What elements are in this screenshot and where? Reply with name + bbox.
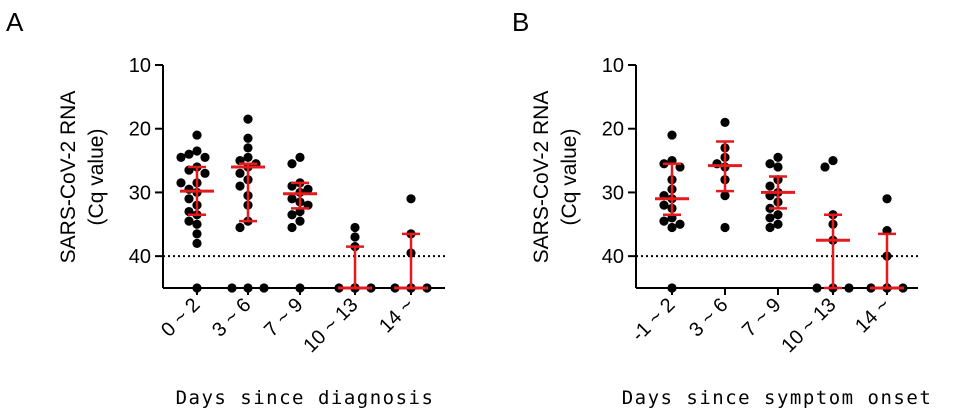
data-point	[287, 159, 297, 169]
data-point	[192, 219, 202, 229]
data-point	[192, 238, 202, 248]
y-tick-label: 40	[602, 246, 624, 268]
y-axis-label: (Cq value)	[558, 129, 581, 226]
data-point	[882, 194, 892, 204]
data-point	[828, 155, 838, 166]
data-point	[235, 181, 245, 191]
data-point	[176, 178, 186, 188]
data-point	[243, 114, 253, 124]
data-point	[192, 130, 202, 140]
y-tick-label: 40	[129, 246, 151, 268]
category-label: 3 ~ 6	[208, 294, 255, 341]
y-tick-label: 20	[602, 119, 624, 141]
data-point	[192, 283, 202, 293]
category-label: 10 ~ 13	[777, 294, 840, 357]
data-point	[176, 152, 186, 162]
category-label: 7 ~ 9	[738, 294, 785, 341]
data-point	[350, 232, 360, 242]
data-point	[773, 152, 783, 162]
y-axis-label: SARS-CoV-2 RNA	[530, 91, 553, 264]
data-point	[667, 283, 677, 293]
data-point	[844, 283, 854, 293]
y-tick-label: 10	[602, 55, 624, 77]
data-point	[675, 219, 685, 229]
data-point	[720, 117, 730, 127]
category-label: 3 ~ 6	[685, 294, 732, 341]
data-point	[235, 168, 245, 178]
data-point	[303, 184, 313, 194]
category-label: 14 ~	[375, 294, 418, 337]
data-point	[192, 146, 202, 156]
category-label: 0 ~ 2	[157, 294, 204, 341]
y-axis-label: SARS-CoV-2 RNA	[57, 91, 80, 264]
data-point	[227, 283, 237, 293]
y-tick-label: 20	[129, 119, 151, 141]
panel-a-label: A	[6, 7, 24, 37]
data-point	[659, 216, 669, 226]
data-point	[243, 152, 253, 162]
data-point	[235, 222, 245, 233]
data-point	[765, 213, 775, 223]
data-point	[184, 216, 194, 226]
data-point	[243, 143, 253, 153]
data-point	[259, 283, 269, 293]
data-point	[720, 222, 730, 233]
category-label: 14 ~	[851, 294, 894, 337]
data-point	[773, 162, 783, 172]
data-point	[287, 194, 297, 204]
y-tick-label: 30	[602, 182, 624, 204]
x-axis-label: Days since symptom onset	[622, 387, 933, 409]
panel-b: B 10 20 30 40 SARS-CoV-2 RNA (Cq value) -1 ~ 2…	[512, 7, 933, 409]
data-point	[659, 200, 669, 210]
data-point	[184, 149, 194, 159]
x-axis-label: Days since diagnosis	[176, 387, 435, 409]
data-point	[184, 194, 194, 204]
data-point	[820, 162, 830, 172]
data-point	[295, 283, 305, 293]
data-point	[295, 152, 305, 162]
y-axis-label: (Cq value)	[85, 129, 108, 226]
panel-b-label: B	[512, 7, 529, 37]
category-label: -1 ~ 2	[627, 294, 679, 346]
data-point	[667, 222, 677, 233]
data-point	[200, 168, 210, 178]
category-label: 7 ~ 9	[260, 294, 307, 341]
data-point	[667, 130, 677, 140]
data-point	[350, 222, 360, 233]
data-point	[287, 210, 297, 220]
data-point	[287, 222, 297, 233]
y-tick-label: 10	[129, 55, 151, 77]
data-point	[243, 133, 253, 143]
data-point	[192, 229, 202, 239]
data-point	[295, 216, 305, 226]
category-label: 10 ~ 13	[299, 294, 362, 357]
data-point	[765, 222, 775, 233]
data-point	[765, 159, 775, 169]
y-tick-label: 30	[129, 182, 151, 204]
data-point	[812, 283, 822, 293]
data-point	[773, 210, 783, 220]
data-point	[773, 219, 783, 229]
data-point	[200, 152, 210, 162]
data-point	[765, 181, 775, 191]
data-point	[243, 283, 253, 293]
data-point	[720, 191, 730, 201]
data-point	[406, 194, 416, 204]
